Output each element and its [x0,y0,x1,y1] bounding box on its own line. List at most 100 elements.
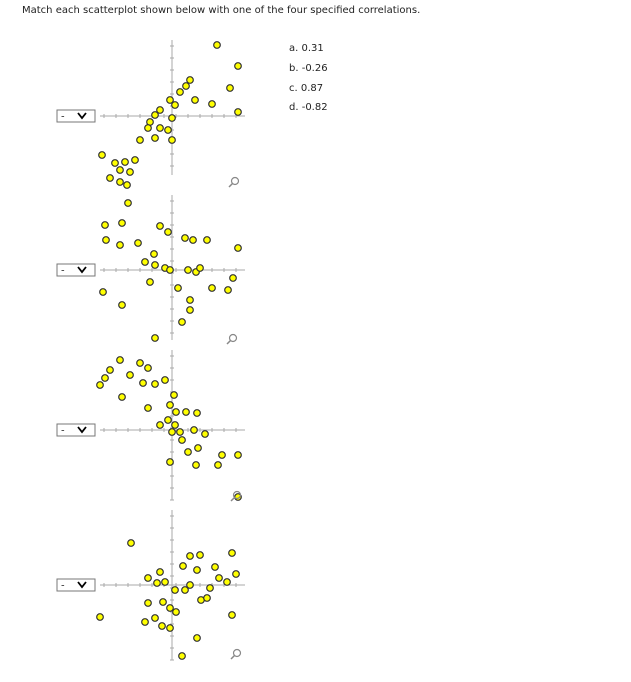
scatter-point [196,264,204,272]
scatter-point [151,134,159,142]
scatter-point [213,41,221,49]
scatter-point [191,96,199,104]
scatter-point [141,258,149,266]
scatter-point [164,416,172,424]
zoom-icon-handle[interactable] [226,339,232,345]
zoom-icon[interactable] [232,490,242,500]
scatter-point [174,284,182,292]
scatter-point [228,549,236,557]
scatter-point [151,614,159,622]
zoom-icon[interactable] [230,176,240,186]
scatter-point [144,574,152,582]
scatter-point [161,376,169,384]
option: d. -0.82 [289,102,328,113]
scatter-point [151,111,159,119]
scatter-point [186,552,194,560]
scatter-point [201,430,209,438]
scatter-point [186,581,194,589]
scatter-point [102,236,110,244]
scatter-point [101,374,109,382]
scatter-point [96,381,104,389]
scatter-point [166,401,174,409]
scatter-point [156,124,164,132]
scatter-point [193,409,201,417]
scatter-point [208,100,216,108]
scatter-point [234,108,242,116]
dropdown-value[interactable]: - [61,581,65,592]
scatter-point [150,250,158,258]
zoom-icon[interactable] [228,333,238,343]
scatter-point [144,364,152,372]
scatter-point [193,566,201,574]
scatter-point [190,426,198,434]
scatter-point [151,261,159,269]
scatter-point [141,618,149,626]
scatter-point [184,266,192,274]
instruction: Match each scatterplot shown below with … [22,5,420,16]
scatter-point [126,168,134,176]
scatter-point [181,234,189,242]
scatter-point [234,451,242,459]
scatter-point [215,574,223,582]
scatter-point [234,62,242,70]
dropdown-value[interactable]: - [61,266,65,277]
scatter-point [118,393,126,401]
scatter-point [170,391,178,399]
scatter-point [151,334,159,342]
zoom-icon-handle[interactable] [230,654,236,660]
scatter-point [168,114,176,122]
scatter-point [139,379,147,387]
dropdown-arrow[interactable] [77,112,87,120]
scatter-point [211,563,219,571]
scatter-point [228,611,236,619]
zoom-icon[interactable] [232,648,242,658]
scatter-point [121,158,129,166]
scatter-point [156,568,164,576]
scatter-point [186,296,194,304]
scatter-point [116,166,124,174]
scatter-point [226,84,234,92]
scatter-point [172,408,180,416]
scatter-point [99,288,107,296]
dropdown-value[interactable]: - [61,426,65,437]
option: a. 0.31 [289,43,324,54]
scatter-point [116,356,124,364]
scatter-point [144,599,152,607]
scatter-point [171,586,179,594]
scatter-point [127,539,135,547]
scatter-point [156,222,164,230]
option: c. 0.87 [289,83,323,94]
scatter-point [136,136,144,144]
scatter-point [158,622,166,630]
scatter-point [106,366,114,374]
dropdown-arrow[interactable] [77,266,87,274]
scatter-point [178,652,186,660]
scatter-point [164,228,172,236]
scatter-point [156,106,164,114]
scatter-point [196,551,204,559]
scatter-point [203,594,211,602]
scatter-point [168,136,176,144]
scatter-point [176,88,184,96]
option: b. -0.26 [289,63,328,74]
scatter-point [224,286,232,294]
scatter-point [156,421,164,429]
scatter-point [179,562,187,570]
scatter-point [186,76,194,84]
scatter-point [116,241,124,249]
scatter-point [208,284,216,292]
scatter-point [214,461,222,469]
scatter-point [229,274,237,282]
dropdown-arrow[interactable] [77,426,87,434]
zoom-icon-handle[interactable] [230,496,236,502]
dropdown-value[interactable]: - [61,112,65,123]
scatter-point [151,380,159,388]
scatter-point [98,151,106,159]
scatter-point [126,371,134,379]
scatter-point [161,578,169,586]
scatter-point [116,178,124,186]
dropdown-arrow[interactable] [77,581,87,589]
zoom-icon-handle[interactable] [228,182,234,188]
scatter-point [223,578,231,586]
